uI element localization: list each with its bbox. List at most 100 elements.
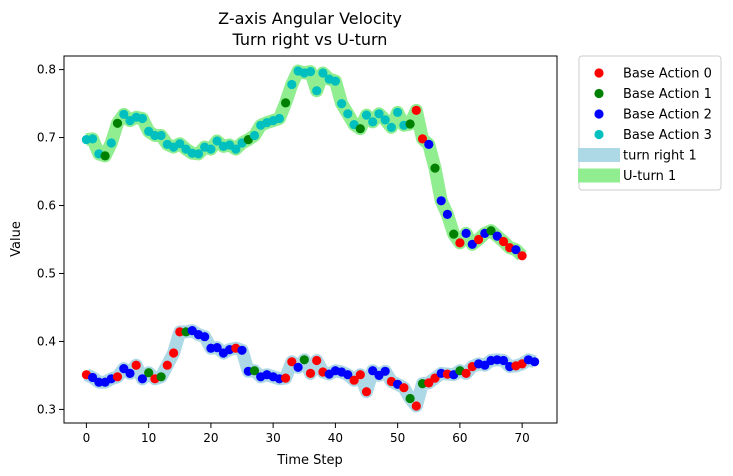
data-point <box>287 357 297 367</box>
legend-label: turn right 1 <box>623 149 697 164</box>
y-tick-label: 0.6 <box>37 199 56 213</box>
data-point <box>305 368 316 378</box>
data-point <box>287 79 297 90</box>
data-point <box>249 366 260 376</box>
data-point <box>112 118 123 128</box>
data-point <box>88 134 98 144</box>
y-tick-label: 0.4 <box>37 334 56 348</box>
data-point <box>424 378 434 388</box>
legend-label: Base Action 3 <box>623 128 712 143</box>
data-point <box>137 113 147 124</box>
data-point <box>343 370 353 380</box>
data-point <box>530 357 540 367</box>
data-point <box>175 139 185 149</box>
data-point <box>474 234 484 245</box>
data-point <box>455 238 465 248</box>
data-point <box>312 355 322 366</box>
data-point <box>380 366 390 376</box>
data-point <box>498 355 509 366</box>
x-tick-label: 30 <box>266 431 281 445</box>
data-point <box>361 110 372 120</box>
data-point <box>212 343 222 353</box>
data-point <box>498 236 509 247</box>
legend-label: Base Action 1 <box>623 87 712 102</box>
legend-line-swatch <box>578 148 620 162</box>
data-point <box>405 119 415 129</box>
x-tick-label: 40 <box>328 431 343 445</box>
data-point <box>411 105 421 115</box>
data-point <box>467 239 477 249</box>
data-point <box>281 98 291 108</box>
data-point <box>125 368 135 378</box>
data-point <box>461 228 471 238</box>
data-point <box>374 109 384 119</box>
data-point <box>281 373 291 383</box>
data-point <box>200 332 210 342</box>
data-point <box>106 138 116 148</box>
data-point <box>212 136 222 146</box>
legend-label: U-turn 1 <box>623 169 676 184</box>
x-tick-label: 20 <box>203 431 218 445</box>
y-axis-label: Value <box>9 221 24 257</box>
data-point <box>399 383 409 393</box>
x-tick-label: 60 <box>452 431 467 445</box>
data-point <box>405 393 415 404</box>
data-point <box>430 163 440 173</box>
data-point <box>424 139 434 149</box>
data-point <box>368 117 378 127</box>
data-point <box>312 86 322 96</box>
data-point <box>417 134 428 144</box>
data-point <box>436 196 446 206</box>
data-point <box>511 245 521 255</box>
legend-label: Base Action 2 <box>623 108 712 123</box>
x-axis-label: Time Step <box>276 453 343 468</box>
data-point <box>411 401 421 411</box>
data-point <box>119 109 129 119</box>
legend-items: Base Action 0 Base Action 1 Base Action 2 B… <box>578 67 712 184</box>
data-point <box>355 370 365 380</box>
data-point <box>112 372 123 382</box>
y-tick-label: 0.7 <box>37 131 56 145</box>
data-point <box>193 149 204 159</box>
chart-subtitle: Turn right vs U-turn <box>232 30 388 49</box>
y-tick-label: 0.8 <box>37 63 56 77</box>
y-tick-label: 0.3 <box>37 402 56 416</box>
data-point <box>131 360 141 370</box>
data-point <box>137 374 147 384</box>
data-point <box>318 68 328 78</box>
data-point <box>461 368 471 378</box>
data-point <box>274 113 284 124</box>
data-point <box>144 368 154 378</box>
data-point <box>361 387 372 397</box>
x-axis-ticks: 0 10 20 30 40 50 60 70 <box>83 423 530 445</box>
legend-marker <box>594 88 604 99</box>
legend-marker <box>594 109 604 119</box>
data-point <box>206 144 216 154</box>
data-point <box>119 364 129 374</box>
x-tick-label: 50 <box>390 431 405 445</box>
data-point <box>337 99 347 109</box>
chart-title: Z-axis Angular Velocity <box>218 9 402 28</box>
chart-legend: Base Action 0 Base Action 1 Base Action 2 B… <box>578 55 722 191</box>
data-point <box>249 130 260 141</box>
data-point <box>386 122 396 132</box>
data-point <box>237 345 247 355</box>
data-point <box>293 362 303 372</box>
data-point <box>231 144 241 154</box>
legend-marker <box>594 68 604 78</box>
legend-label: Base Action 0 <box>623 67 712 82</box>
data-point <box>162 360 172 370</box>
x-tick-label: 10 <box>141 431 156 445</box>
data-point <box>380 115 390 125</box>
data-point <box>299 355 309 365</box>
data-point <box>449 229 459 239</box>
data-point <box>355 124 365 134</box>
data-point <box>349 375 359 385</box>
data-point <box>343 109 353 119</box>
data-point <box>393 107 403 117</box>
data-point <box>305 67 316 77</box>
y-tick-label: 0.5 <box>37 266 56 280</box>
data-point <box>486 226 496 236</box>
data-point <box>330 76 340 86</box>
